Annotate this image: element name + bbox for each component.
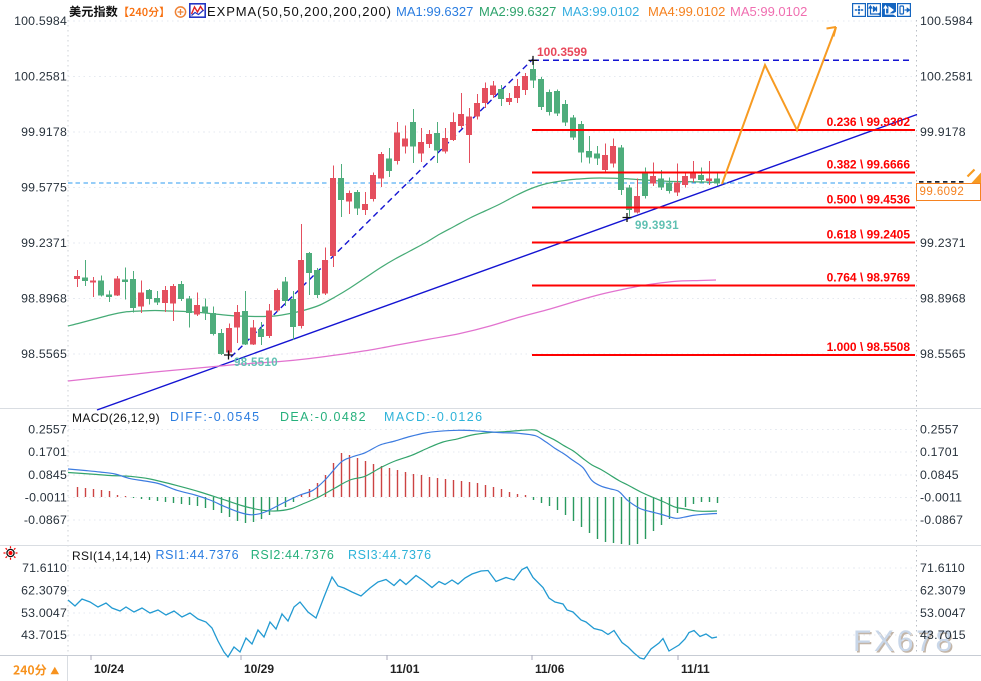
svg-text:100.5984: 100.5984 [14, 14, 67, 28]
svg-text:0.236 \ 99.9302: 0.236 \ 99.9302 [827, 115, 911, 129]
svg-text:0.0845: 0.0845 [920, 468, 959, 482]
svg-text:-0.0011: -0.0011 [25, 490, 67, 504]
svg-text:98.5565: 98.5565 [920, 347, 966, 361]
svg-text:-0.0867: -0.0867 [920, 513, 963, 527]
svg-text:100.2581: 100.2581 [920, 70, 973, 84]
svg-text:100.5984: 100.5984 [920, 14, 973, 28]
svg-text:99.9178: 99.9178 [21, 125, 67, 139]
svg-text:0.382 \ 99.6666: 0.382 \ 99.6666 [827, 158, 911, 172]
svg-text:62.3079: 62.3079 [21, 583, 67, 597]
svg-text:71.6110: 71.6110 [22, 561, 67, 575]
svg-text:0.764 \ 98.9769: 0.764 \ 98.9769 [827, 270, 911, 284]
svg-text:0.1701: 0.1701 [920, 445, 959, 459]
svg-text:43.7015: 43.7015 [920, 628, 966, 642]
svg-text:99.2371: 99.2371 [920, 236, 966, 250]
svg-text:99.2371: 99.2371 [21, 236, 67, 250]
svg-text:43.7015: 43.7015 [21, 628, 67, 642]
svg-text:99.9178: 99.9178 [920, 125, 966, 139]
svg-text:0.2557: 0.2557 [28, 423, 67, 437]
svg-text:53.0047: 53.0047 [920, 606, 966, 620]
svg-text:0.500 \ 99.4536: 0.500 \ 99.4536 [827, 193, 911, 207]
svg-text:71.6110: 71.6110 [920, 561, 965, 575]
svg-text:53.0047: 53.0047 [21, 606, 67, 620]
svg-text:0.0845: 0.0845 [28, 468, 67, 482]
svg-text:98.8968: 98.8968 [21, 292, 67, 306]
svg-text:99.5775: 99.5775 [21, 181, 67, 195]
svg-text:98.5565: 98.5565 [21, 347, 67, 361]
svg-text:-0.0011: -0.0011 [920, 490, 962, 504]
svg-text:1.000 \ 98.5508: 1.000 \ 98.5508 [827, 340, 911, 354]
svg-text:98.8968: 98.8968 [920, 292, 966, 306]
svg-text:0.1701: 0.1701 [28, 445, 67, 459]
svg-text:62.3079: 62.3079 [920, 583, 966, 597]
svg-text:0.2557: 0.2557 [920, 423, 959, 437]
svg-text:-0.0867: -0.0867 [24, 513, 67, 527]
svg-text:0.618 \ 99.2405: 0.618 \ 99.2405 [827, 228, 911, 242]
svg-text:100.2581: 100.2581 [14, 70, 67, 84]
